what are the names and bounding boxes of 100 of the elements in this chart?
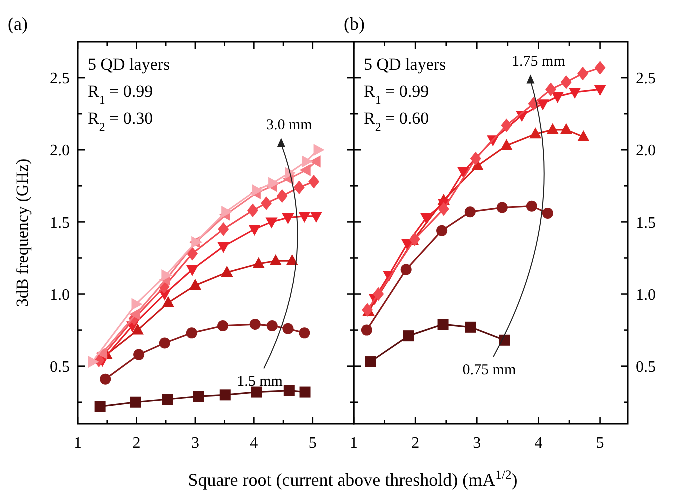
point [496,202,508,214]
annotation: 1.75 mm [512,54,566,70]
point [552,92,564,104]
point [594,85,606,96]
point [465,322,476,333]
point [276,189,288,204]
point [314,144,325,156]
annotation: R$_{2}$ = 0.30 [88,109,154,134]
x-tick-label: 2 [412,435,420,452]
point [266,218,278,229]
point [594,61,606,75]
annotation: R$_{1}$ = 0.99 [364,82,430,107]
point [546,82,557,96]
point [298,212,311,224]
point [500,139,513,150]
x-tick-label: 3 [191,435,200,452]
point [218,222,230,236]
point [400,264,412,276]
y-tick-label: 2.5 [636,70,656,88]
x-tick-label: 4 [534,435,543,452]
point [438,319,449,330]
point [308,174,320,189]
y-tick-label: 0.5 [636,358,656,376]
point [542,208,554,220]
point [403,330,414,342]
point [261,196,272,210]
point [252,184,264,197]
point [252,257,265,268]
point [266,320,278,332]
x-axis-title: Square root (current above threshold) (mA$^{1/2}$) [188,468,518,490]
point [94,401,106,412]
point [470,152,482,166]
y-tick-label: 1.0 [636,286,656,304]
point [218,320,229,332]
annotation: 5 QD layers [364,55,446,74]
point [294,180,305,194]
point [187,247,198,261]
point [300,164,311,176]
point [268,177,280,190]
point [221,266,234,278]
point [220,390,231,401]
y-tick-label: 1.0 [50,286,70,304]
point [251,386,262,398]
point [365,356,376,368]
point [130,308,141,320]
point [568,88,582,100]
annotation: 0.75 mm [462,362,516,378]
annotation: R$_{1}$ = 0.99 [88,82,154,107]
point [560,123,572,134]
point [501,118,512,132]
y-tick-label: 0.5 [50,358,70,376]
point [162,269,173,282]
point [299,328,310,339]
y-axis-title: 3dB frequency (GHz) [13,158,32,308]
point [189,279,202,290]
point [536,100,550,111]
point [132,324,144,335]
point [373,287,384,302]
y-tick-label: 1.5 [50,214,70,232]
x-tick-label: 4 [250,435,258,452]
y-tick-label: 1.5 [636,214,656,232]
y-tick-label: 2.0 [636,142,656,160]
annotation: 3.0 mm [266,117,313,134]
x-tick-label: 5 [596,435,604,452]
point [100,374,112,385]
point [88,356,100,368]
y-tick-label: 2.5 [50,70,70,88]
point [285,167,296,180]
point [247,204,258,218]
point [282,213,294,224]
point [578,66,589,81]
point [310,212,322,224]
point [286,254,298,266]
point [192,236,203,248]
point [282,323,294,334]
point [193,391,204,402]
annotation: 1.5 mm [237,374,284,390]
x-tick-label: 1 [74,435,82,452]
point [302,156,314,168]
point [162,394,174,405]
point [218,242,230,254]
point [420,213,433,224]
chart-title: (b) [344,14,365,34]
point [130,396,142,408]
point [159,338,170,349]
point [530,128,542,139]
x-tick-label: 3 [473,435,482,452]
chart-title: (a) [8,14,28,34]
point [546,123,559,134]
x-tick-label: 5 [308,435,317,452]
point [436,225,448,236]
point [248,224,261,236]
point [250,319,261,330]
point [284,385,295,396]
annotation: 5 QD layers [88,55,170,74]
point [162,296,174,308]
point [464,206,476,218]
point [186,328,198,339]
point [526,200,538,212]
point [361,324,372,336]
